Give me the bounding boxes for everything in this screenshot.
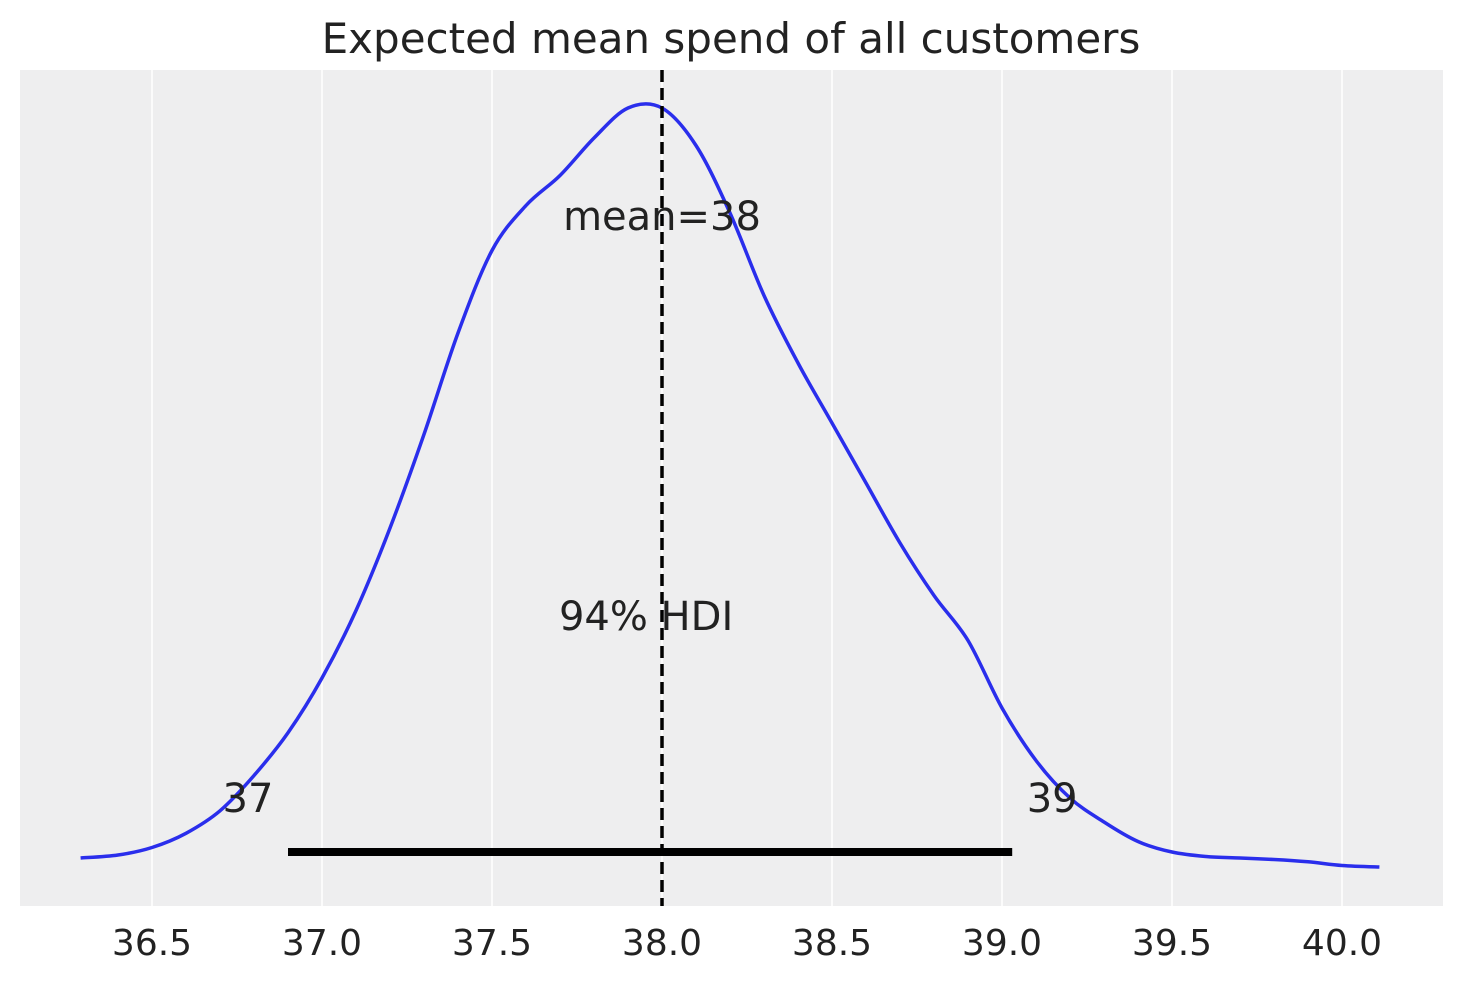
x-tick-label: 38.0 bbox=[622, 923, 702, 964]
x-tick-label: 37.5 bbox=[452, 923, 532, 964]
x-tick-label: 37.0 bbox=[282, 923, 362, 964]
x-axis-ticks: 36.5 37.0 37.5 38.0 38.5 39.0 39.5 40.0 bbox=[112, 923, 1382, 964]
hdi-label: 94% HDI bbox=[559, 594, 733, 640]
x-tick-label: 36.5 bbox=[112, 923, 192, 964]
chart-title: Expected mean spend of all customers bbox=[322, 14, 1141, 63]
density-curve bbox=[80, 102, 1380, 869]
x-tick-label: 38.5 bbox=[792, 923, 872, 964]
x-tick-label: 39.5 bbox=[1132, 923, 1212, 964]
hdi-low-label: 37 bbox=[223, 776, 274, 822]
gridlines bbox=[151, 70, 1343, 906]
x-tick-label: 39.0 bbox=[962, 923, 1042, 964]
mean-label: mean=38 bbox=[563, 194, 761, 240]
plot-area bbox=[20, 70, 1443, 906]
x-tick-label: 40.0 bbox=[1302, 923, 1382, 964]
hdi-high-label: 39 bbox=[1027, 776, 1078, 822]
